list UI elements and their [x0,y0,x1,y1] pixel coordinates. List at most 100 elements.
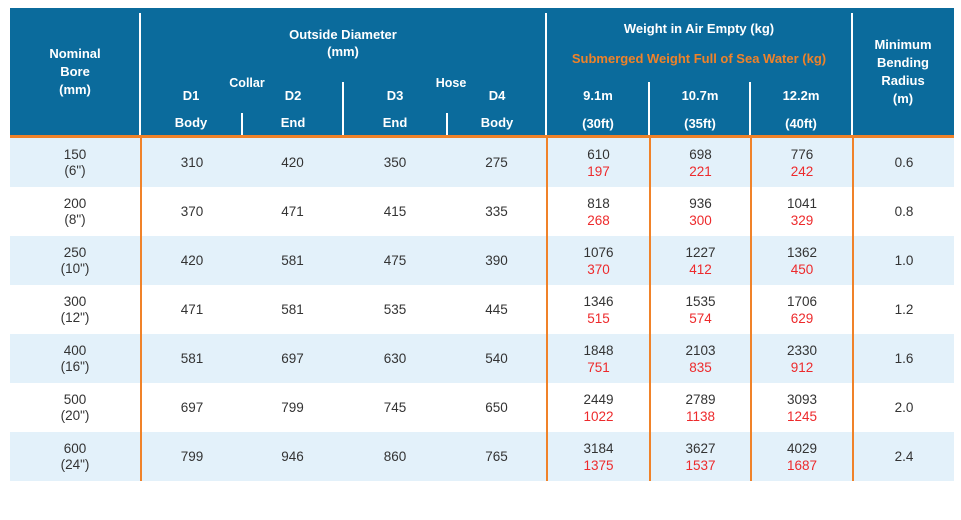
weight-12-2m-cell: 1362 450 [750,236,852,285]
submerged-weight-value: 574 [689,310,712,326]
air-weight-value: 1227 [685,244,716,260]
header-weight-air-title: Weight in Air Empty (kg) [623,21,775,36]
weight-9-1m-cell: 1076 370 [546,236,649,285]
weight-9-1m-cell: 2449 1022 [546,383,649,432]
bending-line3: Radius [881,72,925,88]
air-weight-value: 1041 [786,195,818,211]
table-header: Nominal Bore (mm) Outside Diameter (mm) … [10,8,954,135]
weight-12-2m-cell: 1706 629 [750,285,852,334]
weight-10-7m-cell: 936 300 [649,187,750,236]
bending-radius-cell: 1.0 [852,236,954,285]
submerged-weight-value: 1537 [685,457,716,473]
bore-mm-value: 400 [63,342,87,358]
d4-cell: 445 [485,302,508,317]
d4-cell: 650 [485,400,508,415]
table-body: 150 (6") 310 420 350 275 610 197 698 221… [10,138,954,481]
submerged-weight-value: 221 [689,163,712,179]
submerged-weight-value: 912 [790,359,814,375]
d3-cell: 350 [383,155,407,170]
d3-cell: 745 [383,400,407,415]
header-length-40ft: (40ft) [785,116,817,131]
weight-10-7m-cell: 2103 835 [649,334,750,383]
bore-mm-value: 600 [63,440,87,456]
submerged-weight-value: 450 [790,261,814,277]
air-weight-value: 2449 [583,391,614,407]
air-weight-value: 4029 [786,440,818,456]
nominal-bore-line2: Bore [60,63,90,79]
bending-radius-cell: 0.6 [852,138,954,187]
header-divider [139,13,141,135]
header-hose-label: Hose [435,76,467,90]
air-weight-value: 3184 [583,440,614,456]
air-weight-value: 1076 [583,244,614,260]
header-d3-position: End [382,115,408,130]
header-divider [749,82,751,135]
submerged-weight-value: 1245 [786,408,818,424]
d4-cell: 540 [485,351,508,366]
header-divider [342,82,344,135]
weight-12-2m-cell: 2330 912 [750,334,852,383]
air-weight-value: 2103 [685,342,716,358]
d3-cell: 630 [383,351,407,366]
d2-cell: 946 [281,449,304,464]
air-weight-value: 1848 [583,342,614,358]
air-weight-value: 610 [587,146,610,162]
weight-12-2m-cell: 776 242 [750,138,852,187]
air-weight-value: 1362 [786,244,818,260]
air-weight-value: 2789 [685,391,716,407]
nominal-bore-cell: 600 (24") [10,432,140,481]
weight-9-1m-cell: 3184 1375 [546,432,649,481]
submerged-weight-value: 1138 [685,408,716,424]
d4-cell: 275 [485,155,508,170]
table-row: 400 (16") 581 697 630 540 1848 751 2103 … [10,334,954,383]
air-weight-value: 3093 [786,391,818,407]
header-d1-position: Body [174,115,208,130]
d2-cell: 420 [281,155,304,170]
header-divider [851,13,853,135]
nominal-bore-cell: 200 (8") [10,187,140,236]
submerged-weight-value: 268 [587,212,610,228]
table-row: 250 (10") 420 581 475 390 1076 370 1227 … [10,236,954,285]
header-divider [241,113,243,135]
bore-mm-value: 250 [63,244,87,260]
bending-radius-cell: 2.4 [852,432,954,481]
header-d3: D3 [386,88,404,103]
header-collar-label: Collar [229,76,265,90]
table-row: 200 (8") 370 471 415 335 818 268 936 300… [10,187,954,236]
submerged-weight-value: 1022 [583,408,614,424]
submerged-weight-value: 1375 [583,457,614,473]
air-weight-value: 776 [790,146,814,162]
d2-cell: 799 [281,400,304,415]
submerged-weight-value: 370 [587,261,610,277]
d2-cell: 581 [281,253,304,268]
air-weight-value: 3627 [685,440,716,456]
bending-radius-cell: 1.2 [852,285,954,334]
nominal-bore-line1: Nominal [49,45,101,61]
header-bending-radius: Minimum Bending Radius (m) [852,8,954,135]
weight-9-1m-cell: 610 197 [546,138,649,187]
d2-cell: 471 [281,204,304,219]
d4-cell: 390 [485,253,508,268]
d3-cell: 860 [383,449,407,464]
weight-9-1m-cell: 1346 515 [546,285,649,334]
header-weight-submerged-title: Submerged Weight Full of Sea Water (kg) [571,51,827,66]
bore-inch-value: (6") [64,162,86,178]
nominal-bore-cell: 300 (12") [10,285,140,334]
bore-inch-value: (20") [60,407,90,423]
d1-cell: 310 [140,138,242,187]
d3-cell: 535 [383,302,407,317]
table-row: 500 (20") 697 799 745 650 2449 1022 2789… [10,383,954,432]
header-underline [10,135,954,138]
submerged-weight-value: 300 [689,212,712,228]
header-divider [545,13,547,135]
nominal-bore-line3: (mm) [59,81,91,97]
submerged-weight-value: 1687 [786,457,818,473]
bore-mm-value: 200 [63,195,87,211]
weight-12-2m-cell: 3093 1245 [750,383,852,432]
air-weight-value: 1346 [583,293,614,309]
table-row: 300 (12") 471 581 535 445 1346 515 1535 … [10,285,954,334]
table-row: 600 (24") 799 946 860 765 3184 1375 3627… [10,432,954,481]
outside-diameter-unit: (mm) [327,44,359,59]
bore-inch-value: (16") [60,358,90,374]
